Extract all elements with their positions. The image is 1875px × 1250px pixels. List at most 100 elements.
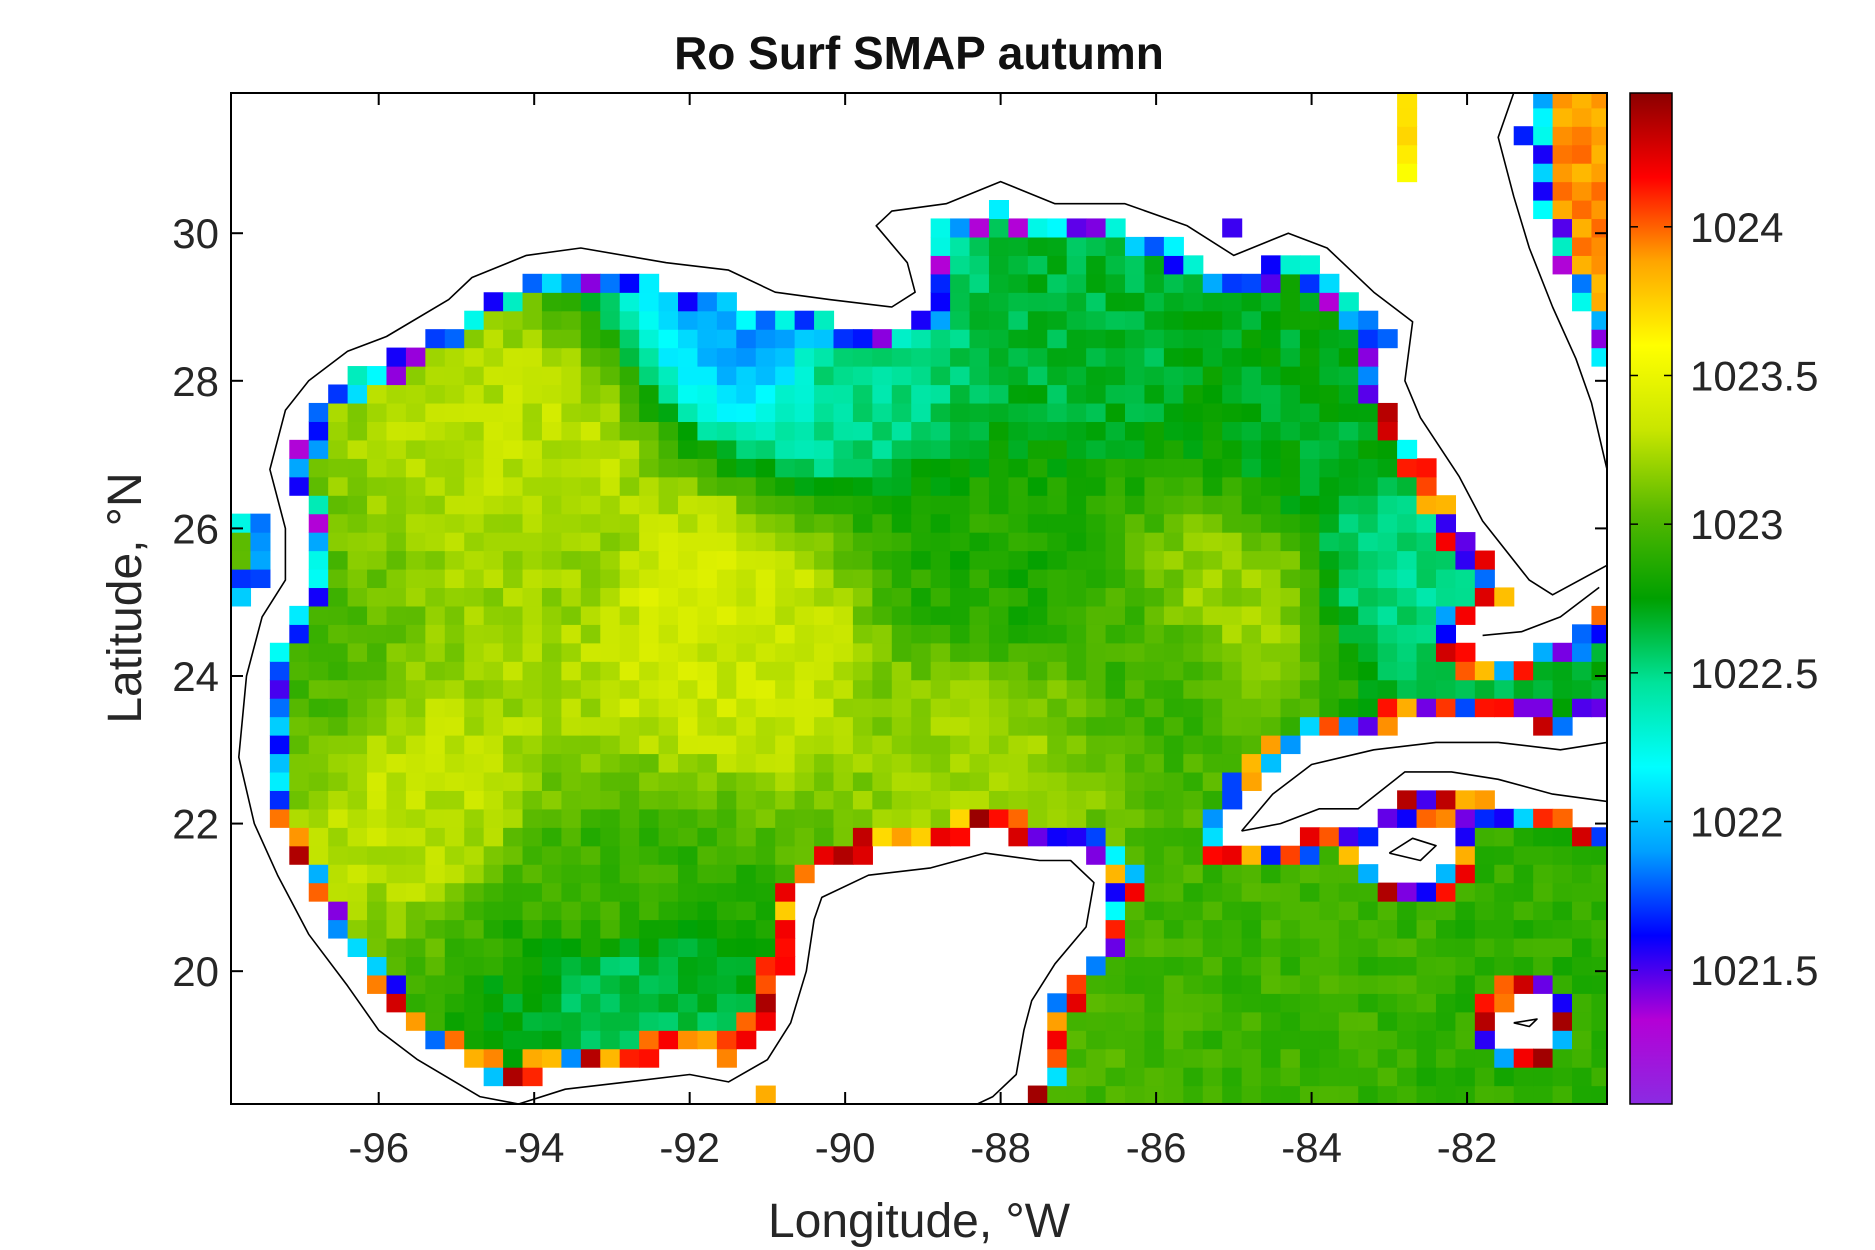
heatmap-cell [1397, 790, 1418, 810]
heatmap-cell [716, 292, 737, 312]
heatmap-cell [755, 439, 776, 459]
heatmap-cell [1086, 956, 1107, 976]
heatmap-cell [1319, 439, 1340, 459]
heatmap-cell [464, 919, 485, 939]
heatmap-cell [1047, 587, 1068, 607]
heatmap-cell [1552, 919, 1573, 939]
heatmap-cell [367, 587, 388, 607]
heatmap-cell [1299, 716, 1320, 736]
heatmap-cell [561, 1011, 582, 1031]
heatmap-cell [911, 495, 932, 515]
heatmap-cell [658, 513, 679, 533]
heatmap-cell [1261, 1030, 1282, 1050]
heatmap-cell [522, 679, 543, 699]
heatmap-cell [308, 476, 329, 496]
heatmap-cell [678, 937, 699, 958]
heatmap-cell [1183, 532, 1204, 552]
heatmap-cell [600, 550, 621, 570]
heatmap-cell [1105, 1085, 1126, 1104]
heatmap-cell [1163, 937, 1184, 958]
heatmap-cell [503, 476, 524, 496]
heatmap-cell [1416, 568, 1437, 589]
heatmap-cell [425, 1030, 446, 1050]
heatmap-cell [1202, 605, 1223, 625]
heatmap-cell [1202, 329, 1223, 349]
heatmap-cell [1125, 679, 1146, 699]
heatmap-cell [755, 513, 776, 533]
heatmap-cell [1474, 882, 1495, 902]
heatmap-cell [1222, 605, 1243, 625]
heatmap-cell [541, 273, 562, 293]
heatmap-cell [911, 384, 932, 404]
heatmap-cell [1552, 1011, 1573, 1031]
heatmap-cell [1533, 126, 1554, 146]
heatmap-cell [794, 384, 815, 404]
heatmap-cell [814, 495, 835, 515]
heatmap-cell [814, 402, 835, 422]
heatmap-cell [619, 753, 640, 773]
heatmap-cell [1241, 716, 1262, 736]
x-tick-label: -96 [348, 1124, 409, 1171]
heatmap-cell [1397, 1085, 1418, 1104]
heatmap-cell [1066, 790, 1087, 810]
heatmap-cell [308, 421, 329, 441]
heatmap-cell [639, 624, 660, 644]
heatmap-cell [1066, 476, 1087, 496]
heatmap-cell [1572, 919, 1593, 939]
heatmap-cell [1027, 329, 1048, 349]
heatmap-cell [1455, 1067, 1476, 1087]
heatmap-cell [444, 1011, 465, 1031]
heatmap-cell [1533, 808, 1554, 828]
heatmap-cell [1358, 827, 1379, 847]
heatmap-cell [464, 974, 485, 994]
heatmap-cell [1280, 421, 1301, 441]
heatmap-cell [1105, 1048, 1126, 1068]
heatmap-cell [1086, 753, 1107, 773]
heatmap-cell [1261, 605, 1282, 625]
heatmap-cell [1319, 1048, 1340, 1068]
heatmap-cell [444, 605, 465, 625]
heatmap-cell [1397, 679, 1418, 699]
heatmap-cell [678, 513, 699, 533]
heatmap-cell [1008, 255, 1029, 275]
heatmap-cell [1533, 144, 1554, 164]
heatmap-cell [1261, 845, 1282, 865]
heatmap-cell [1027, 292, 1048, 312]
heatmap-cell [969, 513, 990, 533]
heatmap-cell [775, 310, 796, 330]
heatmap-cell [1435, 587, 1457, 607]
heatmap-cell [289, 642, 310, 662]
heatmap-cell [1261, 624, 1282, 644]
heatmap-cell [1163, 1011, 1184, 1031]
heatmap-cell [405, 882, 426, 902]
heatmap-cell [464, 698, 485, 718]
heatmap-cell [1280, 550, 1301, 570]
heatmap-cell [1066, 218, 1087, 238]
heatmap-cell [1047, 771, 1068, 791]
heatmap-cell [561, 366, 582, 386]
heatmap-cell [658, 827, 679, 847]
heatmap-cell [1572, 642, 1593, 662]
heatmap-cell [1027, 347, 1048, 367]
heatmap-cell [1280, 642, 1301, 662]
heatmap-cell [794, 716, 815, 736]
heatmap-cell [522, 716, 543, 736]
heatmap-cell [736, 882, 757, 902]
heatmap-cell [658, 439, 679, 459]
heatmap-cell [1105, 218, 1126, 238]
heatmap-cell [833, 421, 854, 441]
heatmap-cell [503, 439, 524, 459]
heatmap-cell [716, 698, 737, 718]
heatmap-cell [522, 421, 543, 441]
heatmap-cell [716, 919, 737, 939]
heatmap-cell [600, 698, 621, 718]
heatmap-cell [1008, 218, 1029, 238]
heatmap-cell [619, 698, 640, 718]
heatmap-cell [347, 366, 368, 386]
heatmap-cell [386, 679, 407, 699]
heatmap-cell [1591, 882, 1607, 902]
heatmap-cell [619, 993, 640, 1013]
heatmap-cell [1435, 661, 1457, 681]
heatmap-cell [697, 458, 718, 478]
heatmap-cell [619, 790, 640, 810]
